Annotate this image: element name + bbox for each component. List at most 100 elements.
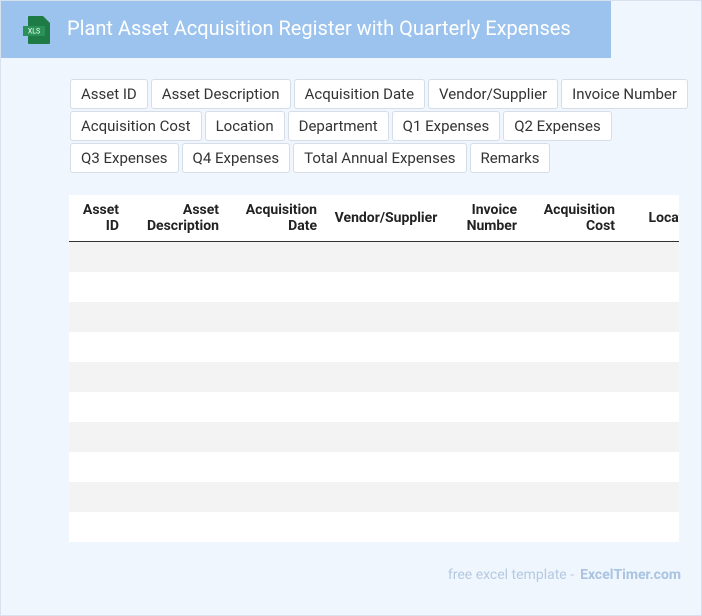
table-cell xyxy=(621,422,679,452)
field-tag[interactable]: Acquisition Cost xyxy=(70,111,202,141)
table-cell xyxy=(621,452,679,482)
table-cell xyxy=(323,452,449,482)
table-cell xyxy=(225,512,323,542)
field-tag[interactable]: Q3 Expenses xyxy=(70,143,179,173)
table-row xyxy=(69,362,679,392)
column-header: Asset Description xyxy=(125,195,225,242)
table-cell xyxy=(69,392,125,422)
table-cell xyxy=(621,482,679,512)
table-cell xyxy=(225,362,323,392)
title-bar: XLS Plant Asset Acquisition Register wit… xyxy=(1,1,611,58)
table-cell xyxy=(523,482,621,512)
table-row xyxy=(69,272,679,302)
table-cell xyxy=(523,452,621,482)
table-cell xyxy=(621,332,679,362)
xls-icon: XLS xyxy=(23,16,50,44)
table-row xyxy=(69,302,679,332)
field-tags: Asset ID Asset Description Acquisition Dat… xyxy=(70,79,690,173)
table-cell xyxy=(225,241,323,272)
table-cell xyxy=(323,482,449,512)
table-cell xyxy=(449,302,523,332)
table-cell xyxy=(323,302,449,332)
table-cell xyxy=(449,241,523,272)
table-cell xyxy=(323,362,449,392)
table-cell xyxy=(225,392,323,422)
page-title: Plant Asset Acquisition Register with Qu… xyxy=(67,16,571,40)
column-header: Asset ID xyxy=(69,195,125,242)
table-cell xyxy=(125,482,225,512)
field-tag[interactable]: Invoice Number xyxy=(561,79,688,109)
table-cell xyxy=(69,512,125,542)
table-cell xyxy=(323,392,449,422)
header-row: Asset ID Asset Description Acquisition Dat… xyxy=(69,195,679,242)
field-tag[interactable]: Location xyxy=(204,111,285,141)
table-cell xyxy=(69,241,125,272)
table-cell xyxy=(621,302,679,332)
table-cell xyxy=(523,302,621,332)
table-cell xyxy=(323,332,449,362)
table-cell xyxy=(323,422,449,452)
table-cell xyxy=(523,422,621,452)
field-tag[interactable]: Q2 Expenses xyxy=(503,111,612,141)
table-cell xyxy=(449,422,523,452)
table-cell xyxy=(621,392,679,422)
table-cell xyxy=(125,302,225,332)
table-cell xyxy=(125,272,225,302)
table-cell xyxy=(323,512,449,542)
field-tag[interactable]: Asset Description xyxy=(150,79,291,109)
table-cell xyxy=(621,362,679,392)
column-header: Acquisition Date xyxy=(225,195,323,242)
table-cell xyxy=(125,392,225,422)
table-cell xyxy=(69,422,125,452)
column-header: Invoice Number xyxy=(449,195,523,242)
table-cell xyxy=(449,332,523,362)
table-cell xyxy=(69,362,125,392)
table-row xyxy=(69,452,679,482)
table-cell xyxy=(69,452,125,482)
register-table: Asset ID Asset Description Acquisition Dat… xyxy=(69,195,679,542)
field-tag[interactable]: Acquisition Date xyxy=(293,79,426,109)
table-cell xyxy=(125,332,225,362)
table-container: Asset ID Asset Description Acquisition Dat… xyxy=(69,195,679,542)
table-cell xyxy=(621,272,679,302)
icon-label: XLS xyxy=(28,27,40,35)
field-tag[interactable]: Vendor/Supplier xyxy=(428,79,559,109)
table-cell xyxy=(621,512,679,542)
footer: free excel template - ExcelTimer.com xyxy=(448,567,681,583)
table-cell xyxy=(449,392,523,422)
field-tag[interactable]: Department xyxy=(287,111,389,141)
table-cell xyxy=(449,512,523,542)
footer-brand[interactable]: ExcelTimer.com xyxy=(580,567,681,583)
table-cell xyxy=(523,362,621,392)
column-header: Vendor/Supplier xyxy=(323,195,449,242)
field-tag[interactable]: Total Annual Expenses xyxy=(293,143,467,173)
table-cell xyxy=(523,392,621,422)
table-cell xyxy=(523,332,621,362)
column-header: Location xyxy=(621,195,679,242)
table-cell xyxy=(225,332,323,362)
table-cell xyxy=(449,482,523,512)
table-cell xyxy=(523,241,621,272)
table-cell xyxy=(69,482,125,512)
table-cell xyxy=(125,512,225,542)
table-cell xyxy=(523,512,621,542)
table-cell xyxy=(449,362,523,392)
table-cell xyxy=(523,272,621,302)
field-tag[interactable]: Asset ID xyxy=(70,79,148,109)
table-cell xyxy=(449,452,523,482)
field-tag[interactable]: Q4 Expenses xyxy=(181,143,291,173)
table-cell xyxy=(125,241,225,272)
table-cell xyxy=(125,452,225,482)
table-row xyxy=(69,512,679,542)
table-cell xyxy=(449,272,523,302)
table-cell xyxy=(225,272,323,302)
field-tag[interactable]: Remarks xyxy=(469,143,551,173)
table-row xyxy=(69,482,679,512)
table-cell xyxy=(621,241,679,272)
table-cell xyxy=(69,272,125,302)
table-row xyxy=(69,422,679,452)
field-tag[interactable]: Q1 Expenses xyxy=(391,111,501,141)
table-row xyxy=(69,241,679,272)
table-cell xyxy=(225,452,323,482)
